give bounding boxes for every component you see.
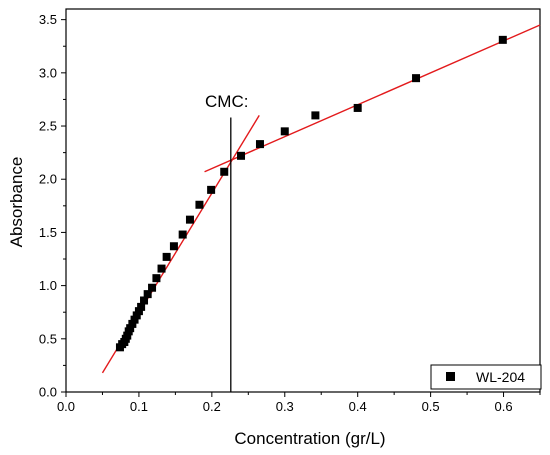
data-point [207, 185, 216, 194]
cmc-marker: CMC: [205, 92, 248, 392]
x-tick-label: 0.1 [130, 399, 148, 414]
legend-label: WL-204 [476, 369, 525, 385]
x-tick-label: 0.4 [349, 399, 367, 414]
legend-marker [446, 372, 455, 381]
data-point [237, 151, 246, 160]
data-point [255, 140, 264, 149]
data-point [157, 264, 166, 273]
plot-frame [65, 8, 541, 393]
data-point [134, 307, 143, 316]
y-axis-title: Absorbance [7, 157, 26, 248]
fit-lines [101, 24, 541, 374]
y-tick-label: 0.5 [39, 331, 57, 346]
data-point [123, 331, 132, 340]
data-point [143, 290, 152, 299]
x-tick-label: 0.0 [57, 399, 75, 414]
fit-line-2 [204, 24, 541, 173]
data-point [353, 103, 362, 112]
data-point [140, 296, 149, 305]
x-tick-label: 0.3 [276, 399, 294, 414]
y-tick-label: 2.0 [39, 172, 57, 187]
data-point [148, 283, 157, 292]
axes: 0.0 0.1 0.2 0.3 0.4 0.5 0.6 0.0 0.5 1.0 1.5 2.0 2.5 3… [39, 8, 541, 414]
data-point [195, 200, 204, 209]
data-point [126, 324, 135, 333]
y-tick-label: 3.5 [39, 12, 57, 27]
y-tick-label: 3.0 [39, 65, 57, 80]
y-tick-label: 2.5 [39, 119, 57, 134]
x-tick-label: 0.5 [422, 399, 440, 414]
data-point [169, 242, 178, 251]
data-points [115, 35, 507, 352]
legend: WL-204 [430, 364, 542, 390]
data-point [130, 315, 139, 324]
cmc-annotation: CMC: [205, 92, 248, 111]
data-point [185, 215, 194, 224]
x-tick-label: 0.2 [203, 399, 221, 414]
data-point [162, 252, 171, 261]
data-point [152, 274, 161, 283]
y-tick-label: 1.5 [39, 225, 57, 240]
x-tick-label: 0.6 [494, 399, 512, 414]
x-axis-title: Concentration (gr/L) [234, 429, 385, 448]
data-point [280, 127, 289, 136]
data-point [412, 74, 421, 83]
y-tick-label: 0.0 [39, 385, 57, 400]
data-point [311, 111, 320, 120]
data-point [128, 319, 137, 328]
y-tick-label: 1.0 [39, 278, 57, 293]
data-point [132, 311, 141, 320]
data-point [220, 167, 229, 176]
data-point [137, 302, 146, 311]
data-point [498, 35, 507, 44]
data-point [178, 230, 187, 239]
